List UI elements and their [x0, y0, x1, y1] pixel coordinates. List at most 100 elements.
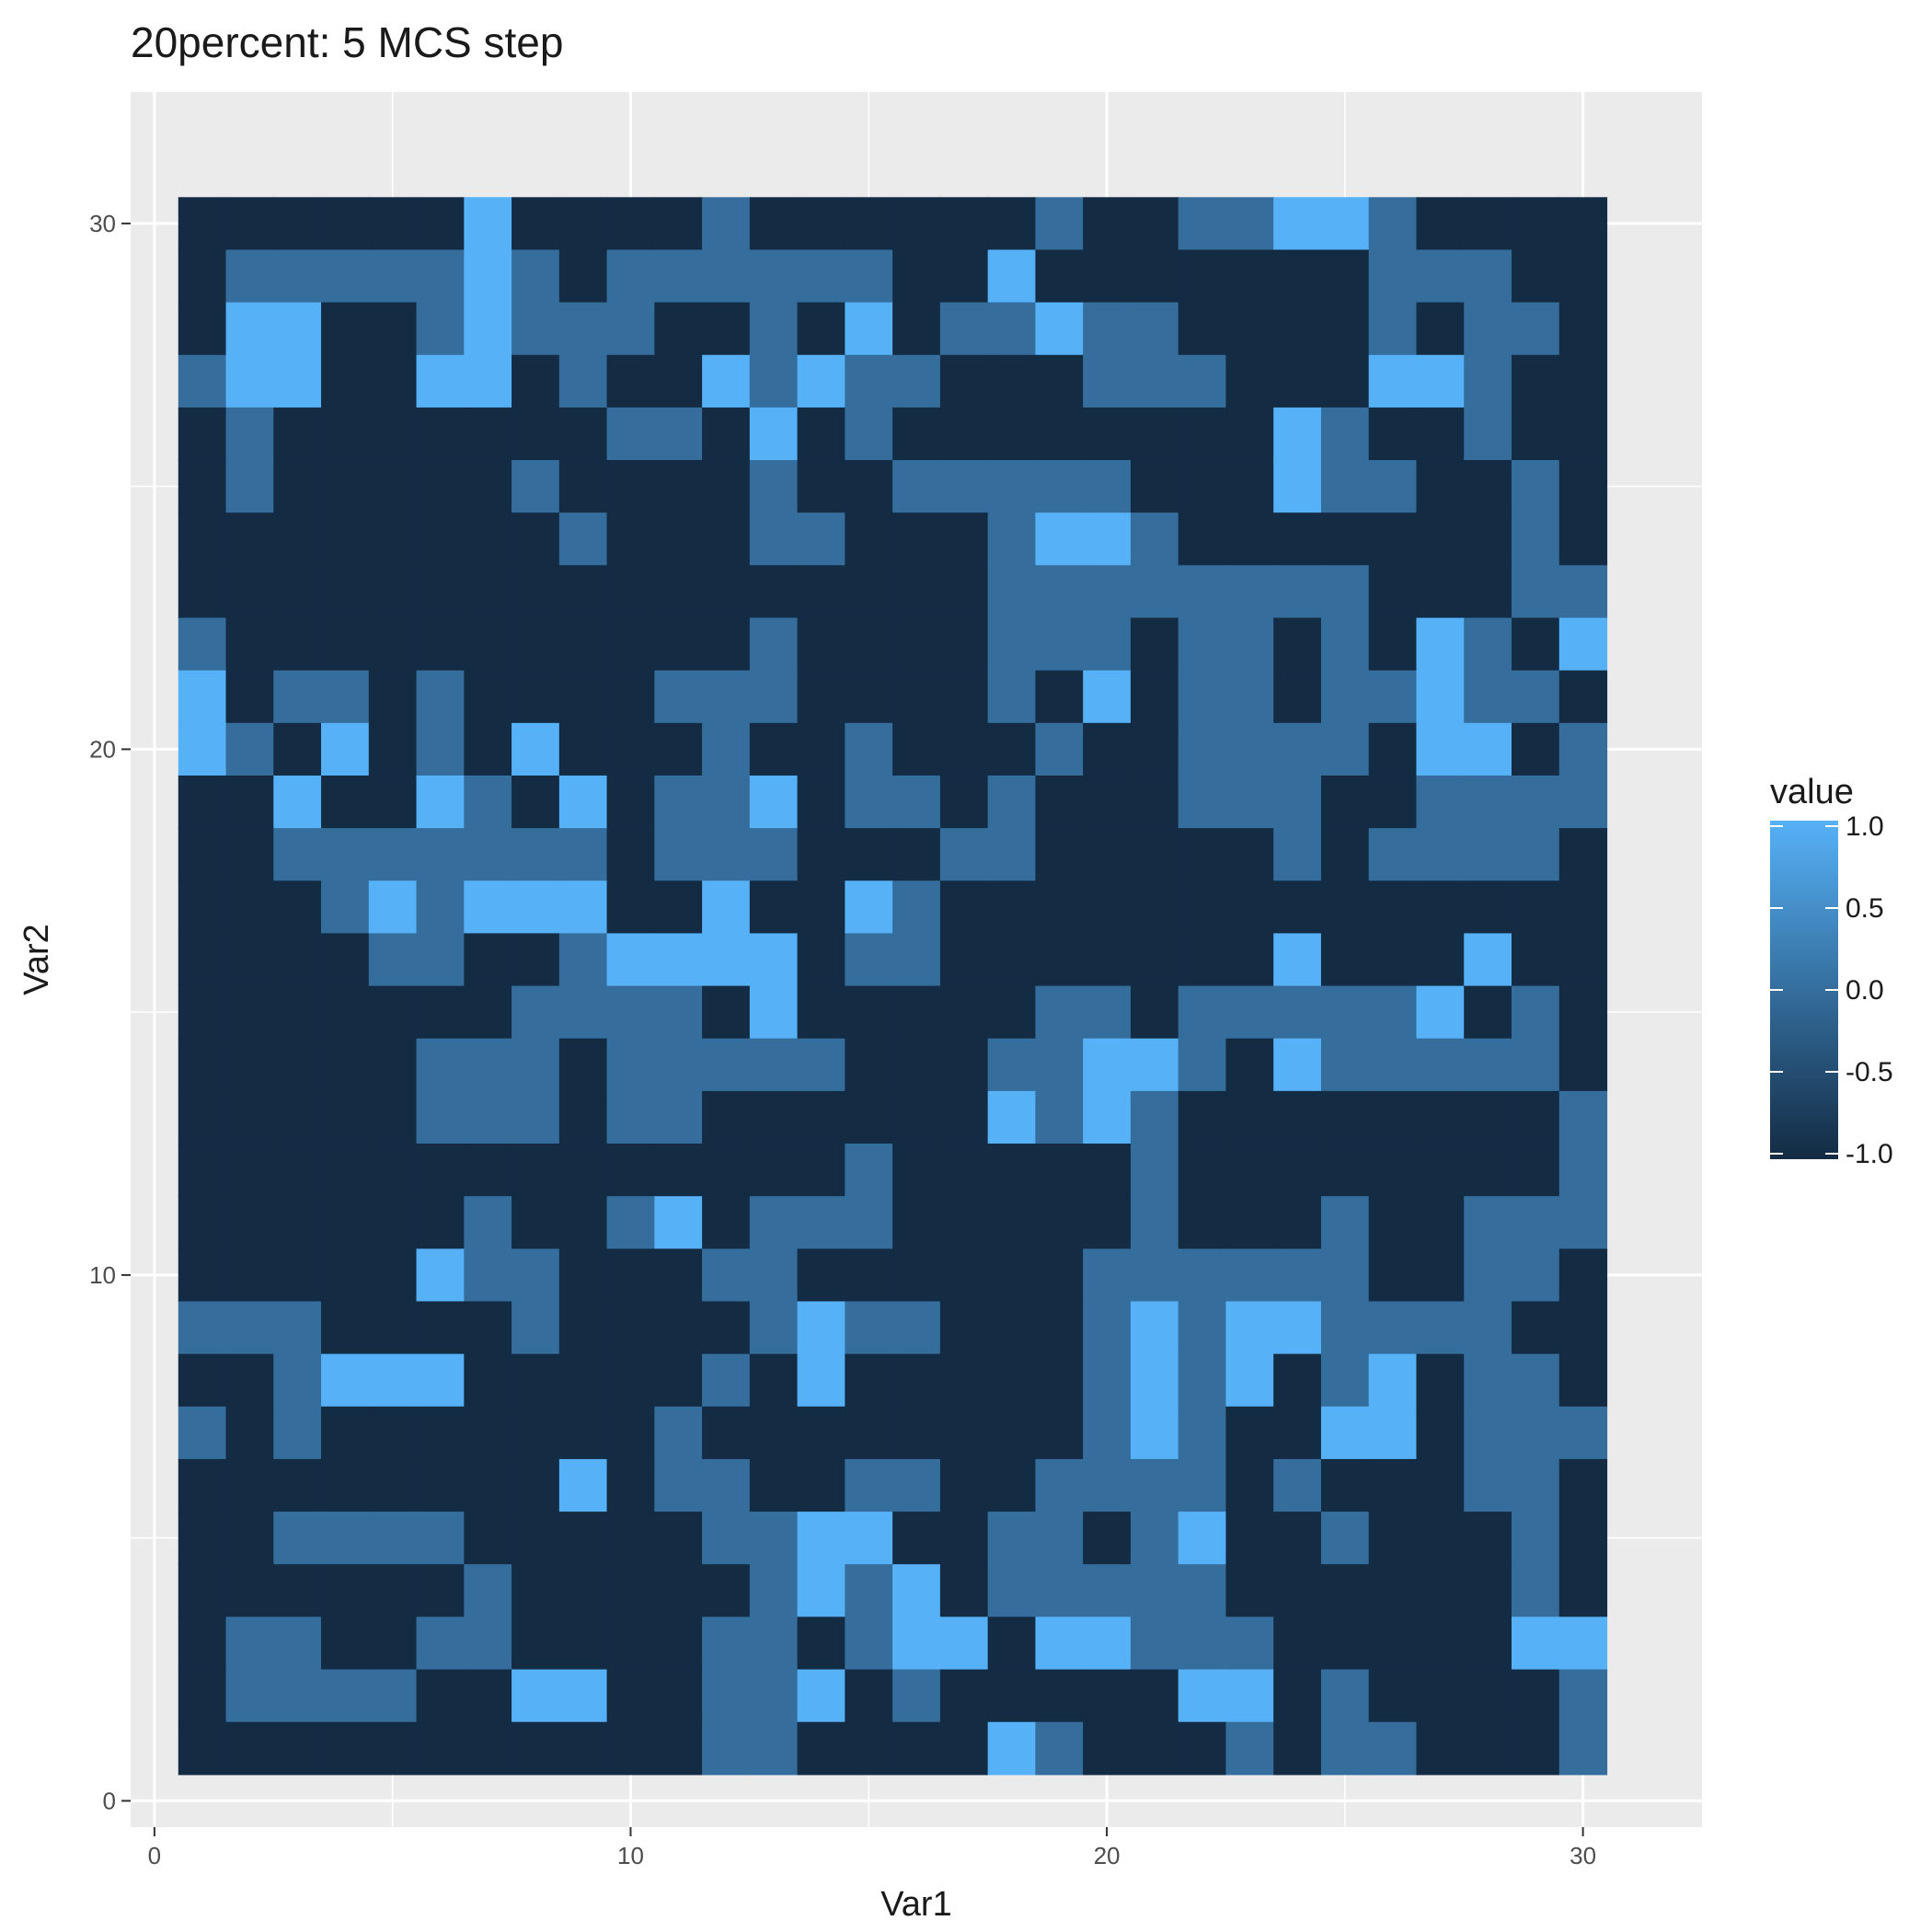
heatmap-cell: [749, 1458, 799, 1512]
heatmap-cell: [654, 933, 703, 987]
heatmap-cell: [702, 1616, 751, 1671]
heatmap-cell: [1178, 933, 1227, 987]
heatmap-cell: [464, 1512, 512, 1565]
heatmap-cell: [1511, 828, 1560, 881]
heatmap-cell: [321, 249, 370, 304]
heatmap-cell: [749, 1038, 799, 1092]
heatmap-cell: [368, 1458, 418, 1512]
heatmap-cell: [1558, 1458, 1608, 1512]
heatmap-cell: [558, 1669, 608, 1723]
heatmap-cell: [749, 933, 799, 987]
heatmap-cell: [606, 1406, 655, 1460]
heatmap-cell: [1035, 1144, 1084, 1197]
heatmap-cell: [892, 1616, 941, 1671]
heatmap-cell: [273, 407, 322, 461]
heatmap-cell: [1178, 1512, 1227, 1565]
heatmap-cell: [1511, 1144, 1560, 1197]
heatmap-cell: [1511, 249, 1560, 304]
heatmap-cell: [1273, 197, 1322, 251]
heatmap-cell: [273, 249, 322, 304]
heatmap-cell: [558, 197, 608, 251]
heatmap-cell: [606, 249, 655, 304]
heatmap-cell: [512, 407, 560, 461]
heatmap-cell: [987, 828, 1036, 881]
heatmap-cell: [321, 512, 370, 566]
heatmap-cell: [1273, 512, 1322, 566]
heatmap-cell: [702, 1721, 751, 1776]
heatmap-cell: [1225, 1669, 1274, 1723]
heatmap-cell: [1416, 1721, 1465, 1776]
heatmap-cell: [273, 1301, 322, 1355]
heatmap-cell: [273, 828, 322, 881]
heatmap-cell: [987, 1564, 1036, 1617]
heatmap-cell: [1320, 722, 1370, 776]
heatmap-cell: [1464, 617, 1512, 672]
heatmap-cell: [512, 1248, 560, 1303]
heatmap-cell: [702, 1564, 751, 1617]
heatmap-cell: [1083, 828, 1132, 881]
heatmap-cell: [702, 1196, 751, 1249]
heatmap-cell: [512, 512, 560, 566]
heatmap-cell: [1130, 985, 1179, 1040]
heatmap-cell: [321, 565, 370, 619]
heatmap-cell: [1416, 670, 1465, 724]
heatmap-cell: [464, 407, 512, 461]
heatmap-cell: [1130, 1721, 1179, 1776]
heatmap-cell: [558, 1564, 608, 1617]
heatmap-cell: [464, 302, 512, 356]
heatmap-cell: [1558, 1196, 1608, 1249]
heatmap-cell: [939, 1090, 989, 1144]
heatmap-cell: [1273, 1512, 1322, 1565]
heatmap-cell: [987, 1144, 1036, 1197]
heatmap-cell: [368, 775, 418, 829]
heatmap-cell: [1558, 1353, 1608, 1408]
heatmap-cell: [1035, 460, 1084, 513]
heatmap-cell: [1273, 1721, 1322, 1776]
heatmap-cell: [558, 670, 608, 724]
heatmap-cell: [273, 1616, 322, 1671]
heatmap-cell: [749, 1669, 799, 1723]
heatmap-cell: [749, 249, 799, 304]
heatmap-cell: [749, 1144, 799, 1197]
heatmap-cell: [1273, 933, 1322, 987]
heatmap-cell: [558, 1406, 608, 1460]
heatmap-cell: [368, 722, 418, 776]
heatmap-cell: [702, 670, 751, 724]
heatmap-cell: [321, 880, 370, 935]
heatmap-cell: [1273, 354, 1322, 408]
heatmap-cell: [1035, 565, 1084, 619]
heatmap-cell: [1368, 249, 1418, 304]
heatmap-cell: [845, 460, 893, 513]
heatmap-cell: [1464, 1564, 1512, 1617]
heatmap-cell: [225, 1669, 274, 1723]
heatmap-cell: [1368, 670, 1418, 724]
heatmap-cell: [797, 1669, 845, 1723]
heatmap-cell: [987, 1301, 1036, 1355]
heatmap-cell: [225, 1353, 274, 1408]
heatmap-cell: [1368, 1090, 1418, 1144]
heatmap-cell: [1178, 249, 1227, 304]
heatmap-cell: [416, 670, 465, 724]
x-axis-title: Var1: [880, 1885, 951, 1924]
heatmap-cell: [702, 985, 751, 1040]
heatmap-cell: [939, 249, 989, 304]
heatmap-cell: [987, 1458, 1036, 1512]
heatmap-cell: [558, 722, 608, 776]
heatmap-cell: [654, 1090, 703, 1144]
heatmap-cell: [1511, 1196, 1560, 1249]
heatmap-cell: [654, 1196, 703, 1249]
heatmap-cell: [1178, 1301, 1227, 1355]
heatmap-cell: [892, 354, 941, 408]
heatmap-cell: [1464, 407, 1512, 461]
heatmap-cell: [321, 1038, 370, 1092]
heatmap-cell: [1511, 1721, 1560, 1776]
heatmap-cell: [1178, 512, 1227, 566]
heatmap-cell: [558, 407, 608, 461]
heatmap-cell: [1511, 722, 1560, 776]
heatmap-cell: [1320, 460, 1370, 513]
heatmap-cell: [1416, 617, 1465, 672]
heatmap-cell: [1273, 880, 1322, 935]
heatmap-cell: [892, 985, 941, 1040]
heatmap-cell: [1320, 1090, 1370, 1144]
heatmap-cell: [1511, 512, 1560, 566]
